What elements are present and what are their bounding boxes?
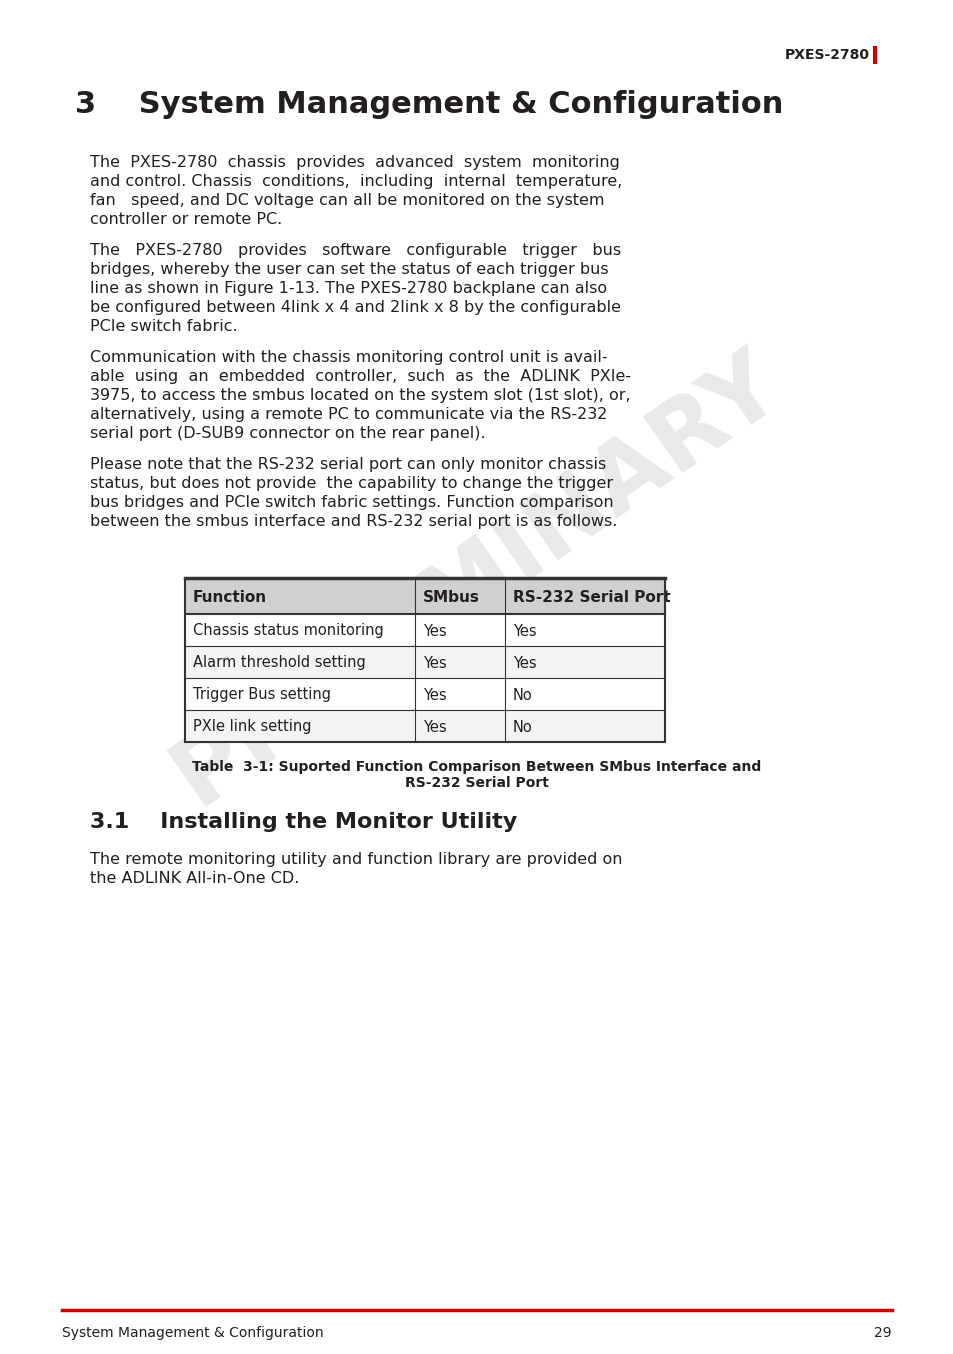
Text: status, but does not provide  the capability to change the trigger: status, but does not provide the capabil… xyxy=(90,477,613,492)
Text: Function: Function xyxy=(193,589,267,604)
Text: alternatively, using a remote PC to communicate via the RS-232: alternatively, using a remote PC to comm… xyxy=(90,408,607,422)
Text: Yes: Yes xyxy=(422,688,446,703)
Text: Table  3-1: Suported Function Comparison Between SMbus Interface and: Table 3-1: Suported Function Comparison … xyxy=(193,760,760,774)
Text: PRELIMINARY: PRELIMINARY xyxy=(156,336,797,823)
Text: Yes: Yes xyxy=(513,655,536,670)
Text: Alarm threshold setting: Alarm threshold setting xyxy=(193,655,365,670)
Text: System Management & Configuration: System Management & Configuration xyxy=(62,1326,323,1340)
Text: able  using  an  embedded  controller,  such  as  the  ADLINK  PXIe-: able using an embedded controller, such … xyxy=(90,370,631,385)
Text: Communication with the chassis monitoring control unit is avail-: Communication with the chassis monitorin… xyxy=(90,349,607,366)
Text: serial port (D-SUB9 connector on the rear panel).: serial port (D-SUB9 connector on the rea… xyxy=(90,427,485,441)
Text: Yes: Yes xyxy=(422,655,446,670)
Text: bridges, whereby the user can set the status of each trigger bus: bridges, whereby the user can set the st… xyxy=(90,263,608,278)
Text: 3    System Management & Configuration: 3 System Management & Configuration xyxy=(75,89,782,119)
Bar xyxy=(185,709,664,742)
Text: RS-232 Serial Port: RS-232 Serial Port xyxy=(405,776,548,789)
Text: be configured between 4link x 4 and 2link x 8 by the configurable: be configured between 4link x 4 and 2lin… xyxy=(90,301,620,315)
Text: Please note that the RS-232 serial port can only monitor chassis: Please note that the RS-232 serial port … xyxy=(90,458,605,473)
Text: The  PXES-2780  chassis  provides  advanced  system  monitoring: The PXES-2780 chassis provides advanced … xyxy=(90,154,619,171)
Text: Yes: Yes xyxy=(422,623,446,639)
Text: fan   speed, and DC voltage can all be monitored on the system: fan speed, and DC voltage can all be mon… xyxy=(90,194,604,209)
Text: The   PXES-2780   provides   software   configurable   trigger   bus: The PXES-2780 provides software configur… xyxy=(90,242,620,259)
Text: controller or remote PC.: controller or remote PC. xyxy=(90,213,282,227)
Text: between the smbus interface and RS-232 serial port is as follows.: between the smbus interface and RS-232 s… xyxy=(90,515,617,529)
Text: Trigger Bus setting: Trigger Bus setting xyxy=(193,688,331,703)
Text: PXIe link setting: PXIe link setting xyxy=(193,719,312,734)
Text: RS-232 Serial Port: RS-232 Serial Port xyxy=(513,589,670,604)
Text: 29: 29 xyxy=(874,1326,891,1340)
Bar xyxy=(185,646,664,678)
Text: No: No xyxy=(513,719,532,734)
Text: The remote monitoring utility and function library are provided on: The remote monitoring utility and functi… xyxy=(90,852,622,867)
Text: line as shown in Figure 1-13. The PXES-2780 backplane can also: line as shown in Figure 1-13. The PXES-2… xyxy=(90,282,606,297)
Text: No: No xyxy=(513,688,532,703)
Text: the ADLINK All-in-One CD.: the ADLINK All-in-One CD. xyxy=(90,871,299,886)
Text: PXES-2780: PXES-2780 xyxy=(784,47,869,62)
Text: bus bridges and PCIe switch fabric settings. Function comparison: bus bridges and PCIe switch fabric setti… xyxy=(90,496,613,510)
Text: SMbus: SMbus xyxy=(422,589,479,604)
Text: Yes: Yes xyxy=(513,623,536,639)
Text: PCIe switch fabric.: PCIe switch fabric. xyxy=(90,320,237,334)
Bar xyxy=(185,578,664,613)
Text: Yes: Yes xyxy=(422,719,446,734)
Text: 3.1    Installing the Monitor Utility: 3.1 Installing the Monitor Utility xyxy=(90,812,517,831)
Text: 3975, to access the smbus located on the system slot (1st slot), or,: 3975, to access the smbus located on the… xyxy=(90,389,630,403)
Bar xyxy=(185,613,664,646)
Bar xyxy=(185,678,664,709)
Text: and control. Chassis  conditions,  including  internal  temperature,: and control. Chassis conditions, includi… xyxy=(90,175,621,190)
Text: Chassis status monitoring: Chassis status monitoring xyxy=(193,623,383,639)
